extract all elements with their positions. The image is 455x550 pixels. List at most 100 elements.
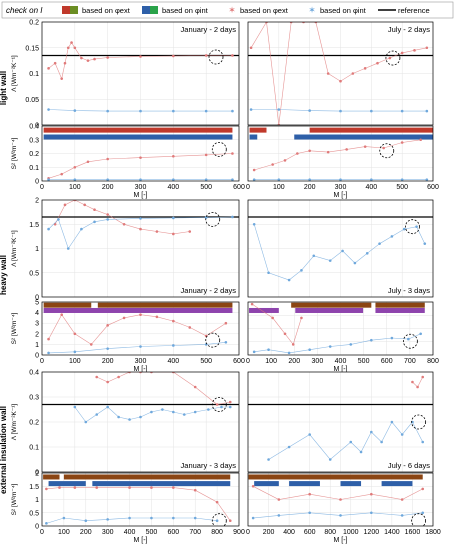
x-tick-label: 0 <box>40 358 44 365</box>
series-int-point <box>84 420 88 424</box>
series-int-point <box>231 215 234 219</box>
highlight-circle <box>211 397 227 412</box>
status-bar-segment <box>43 127 233 133</box>
status-bar-segment <box>289 481 320 487</box>
series-ext-point <box>188 326 192 329</box>
plot-content <box>43 474 232 526</box>
series-int-point <box>380 440 383 444</box>
series-ext-point <box>413 49 416 52</box>
x-tick-label: 400 <box>365 184 377 191</box>
panel-extins-left-lambda: 0 0.1 0.2 0.3 0.4 January - 3 days Λ [Wm⁻²K⁻¹] <box>11 370 240 477</box>
series-ext-point <box>155 315 159 319</box>
plot-content <box>248 22 433 125</box>
row-label: heavy wall <box>0 255 8 295</box>
series-ext-line <box>46 487 231 521</box>
x-tick-label: 200 <box>304 184 316 191</box>
series-ext-point <box>106 213 109 216</box>
x-tick-label: 600 <box>427 184 439 191</box>
series-int-point <box>251 516 255 520</box>
series-ext-point <box>70 41 73 44</box>
series-int-point <box>365 252 369 255</box>
series-ext-point <box>128 486 131 489</box>
x-tick-label: 1400 <box>384 529 400 536</box>
series-int-point <box>224 340 228 344</box>
y-tick-label: 0.3 <box>29 137 39 144</box>
x-tick-label: 500 <box>358 358 370 365</box>
series-int-point <box>193 516 197 520</box>
highlight-circle <box>411 513 427 526</box>
series-ext-point <box>308 492 311 496</box>
x-tick-label: 100 <box>69 358 81 365</box>
y-tick-label: 0.3 <box>29 395 39 402</box>
series-int-line <box>254 333 421 354</box>
series-ext-point <box>326 72 330 75</box>
panel-light-right-lambda: July - 2 days <box>247 21 434 126</box>
y-tick-label: 0.15 <box>25 45 39 52</box>
series-int-point <box>73 405 77 409</box>
series-ext-point <box>382 146 385 150</box>
y-tick-label: 0 <box>35 123 39 130</box>
series-ext-point <box>106 56 109 59</box>
x-tick-label: 100 <box>69 184 81 191</box>
series-int-point <box>47 108 50 111</box>
y-axis-label: S² [W²m⁻⁴] <box>11 137 18 169</box>
series-ext-point <box>271 163 274 166</box>
y-tick-label: 1.5 <box>29 484 39 491</box>
plot-content <box>43 127 234 181</box>
series-int-point <box>84 519 88 522</box>
series-int-point <box>287 278 291 282</box>
series-ext-point <box>172 232 175 236</box>
series-int-point <box>128 418 131 421</box>
y-tick-label: 4 <box>35 310 39 317</box>
series-ext-point <box>251 484 255 488</box>
series-int-point <box>370 178 373 181</box>
series-int-point <box>400 433 404 436</box>
series-int-point <box>139 217 142 220</box>
x-tick-label: 600 <box>167 529 179 536</box>
series-ext-point <box>215 403 219 406</box>
series-int-point <box>249 108 253 111</box>
series-ext-point <box>339 498 342 501</box>
row-label: light wall <box>0 71 8 105</box>
series-int-point <box>220 405 223 409</box>
series-int-point <box>267 348 270 352</box>
series-int-point <box>207 408 210 411</box>
series-int-point <box>390 336 394 340</box>
y-tick-label: 0.1 <box>29 71 39 78</box>
series-ext-point <box>73 165 77 169</box>
y-tick-label: 5 <box>35 300 39 307</box>
series-int-point <box>106 405 109 409</box>
plot-content <box>42 41 239 113</box>
status-bar-segment <box>294 134 433 140</box>
x-tick-label: 700 <box>404 358 416 365</box>
series-ext-point <box>188 230 192 233</box>
x-tick-label: 500 <box>200 358 212 365</box>
y-tick-label: 2 <box>35 331 39 338</box>
series-int-point <box>308 511 311 515</box>
panel-heavy-right-lambda: July - 3 days <box>247 199 434 298</box>
plot-content <box>249 127 433 181</box>
y-tick-label: 3 <box>35 321 39 328</box>
y-tick-label: 0 <box>35 470 39 477</box>
series-ext-point <box>53 61 57 65</box>
series-int-point <box>400 514 404 517</box>
x-tick-label: 400 <box>124 529 136 536</box>
highlight-circle <box>405 219 420 235</box>
plot-content <box>249 302 425 355</box>
series-int-point <box>407 337 410 341</box>
series-int-point <box>106 518 109 521</box>
series-int-point <box>95 413 99 416</box>
series-ext-point <box>73 46 77 50</box>
series-ext-point <box>416 385 419 389</box>
series-ext-point <box>139 156 142 159</box>
series-ext-point <box>421 487 425 491</box>
series-ext-point <box>80 56 83 60</box>
highlight-circle <box>205 332 221 348</box>
series-int-point <box>308 348 311 352</box>
legend-box <box>1 1 454 19</box>
highlight-circle <box>211 141 227 157</box>
series-ext-point <box>193 385 197 389</box>
row-label: external insulation wall <box>0 406 8 494</box>
plot-frame <box>247 199 434 298</box>
